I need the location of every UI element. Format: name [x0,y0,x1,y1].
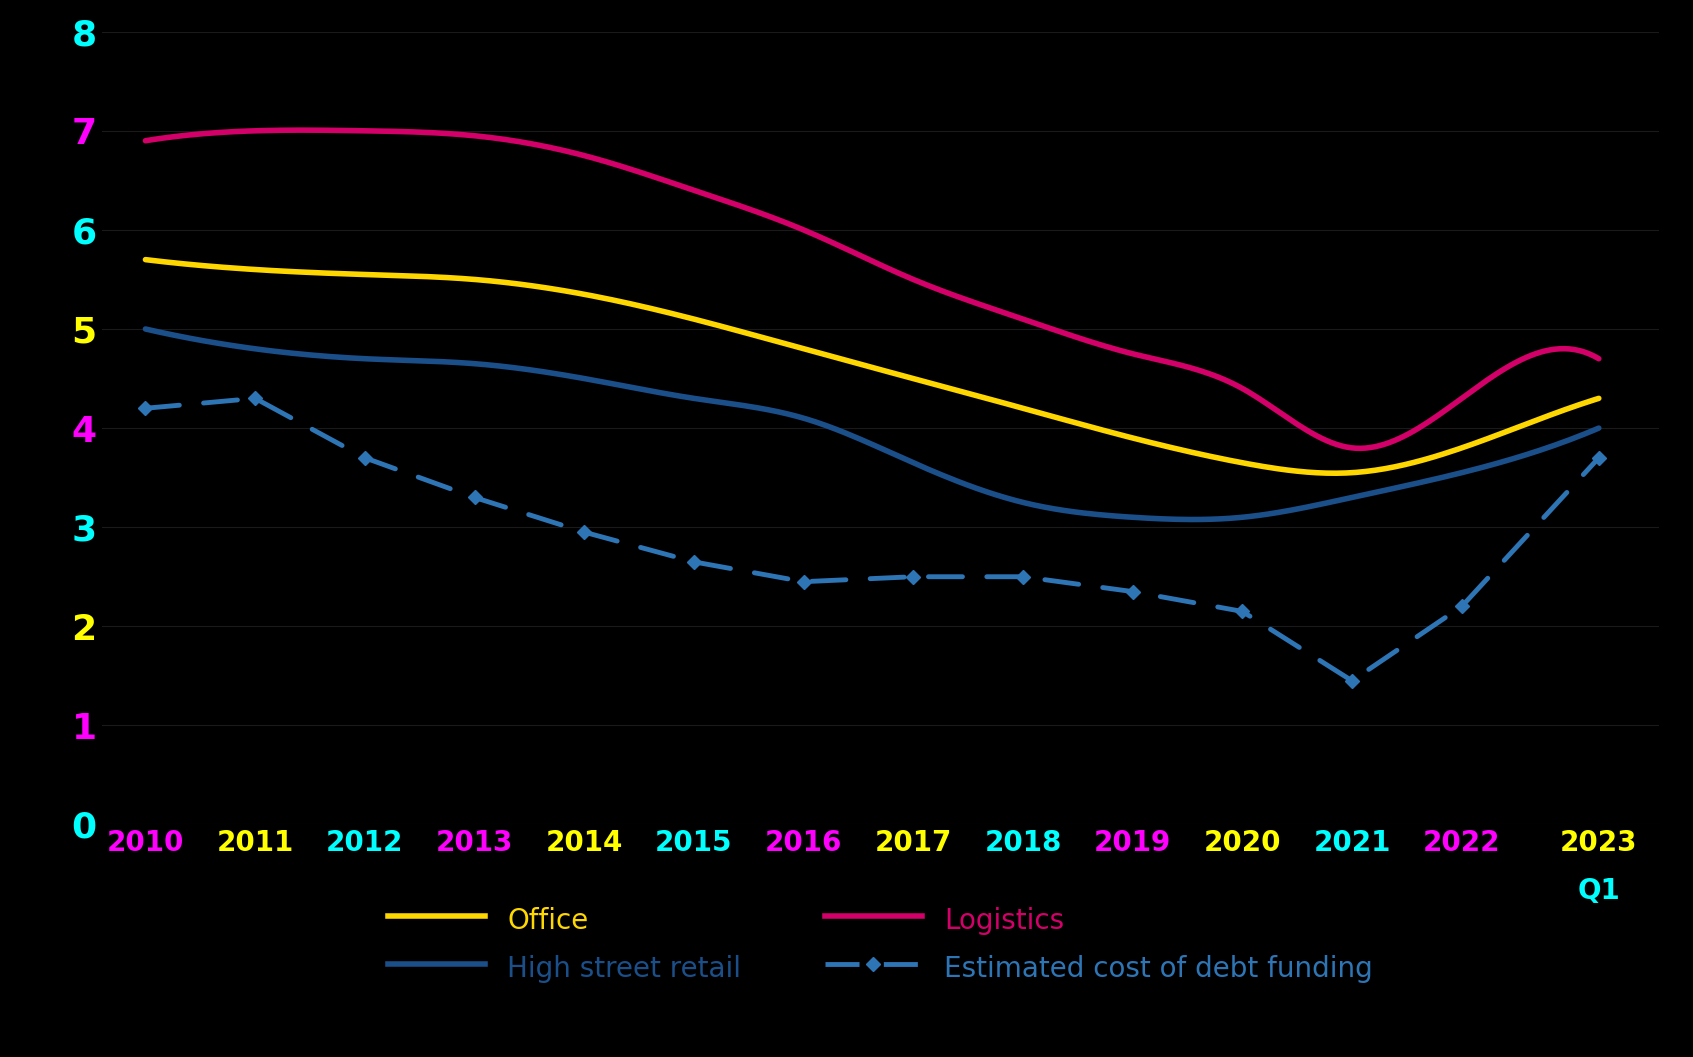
Text: Q1: Q1 [1578,877,1620,905]
Legend: Office, High street retail, Logistics, Estimated cost of debt funding: Office, High street retail, Logistics, E… [388,904,1373,985]
